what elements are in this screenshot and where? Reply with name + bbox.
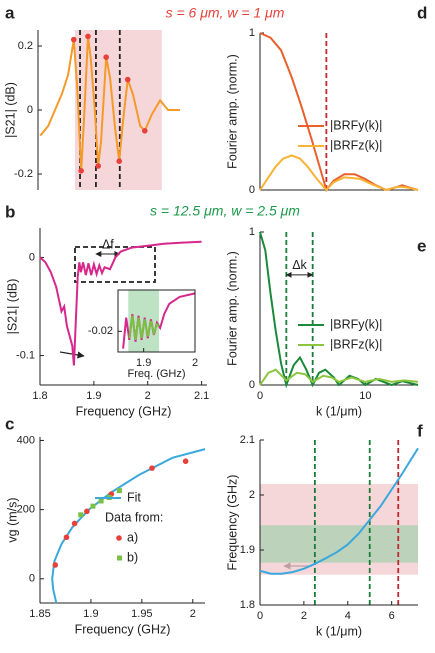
line	[259, 231, 419, 389]
y-tick-label: -0.2	[14, 168, 33, 180]
shade	[260, 525, 418, 563]
x-axis-label: Frequency (GHz)	[76, 404, 172, 418]
point	[70, 36, 77, 43]
y-tick-label: -0.02	[88, 325, 113, 337]
x-tick-label: 1.9	[86, 390, 101, 402]
panel-title: s = 12.5 μm, w = 2.5 μm	[150, 203, 300, 219]
y-axis-label: |S21| (dB)	[5, 279, 19, 335]
y-tick-label: 1.8	[240, 599, 255, 611]
y-tick-label: 0	[29, 251, 35, 263]
point	[149, 465, 155, 471]
point	[63, 534, 70, 541]
point	[90, 503, 96, 509]
line	[39, 240, 202, 366]
y-tick-label: 0	[27, 104, 33, 116]
y-tick-label: 0	[249, 379, 255, 391]
x-axis-label: k (1/μm)	[316, 404, 362, 418]
x-tick-label: 1.85	[29, 608, 50, 620]
x-tick-label: 2	[190, 608, 196, 620]
legend-label: a)	[127, 530, 138, 544]
point	[116, 488, 122, 494]
legend-swatch	[117, 555, 122, 561]
legend-label: Fit	[127, 490, 141, 504]
point	[141, 128, 148, 134]
y-tick-label: 1.9	[240, 544, 255, 556]
zoom-box	[74, 246, 156, 283]
point	[85, 33, 91, 40]
panel-label: c	[5, 414, 14, 433]
point	[182, 458, 189, 465]
annotation: Δk	[292, 258, 307, 272]
point	[103, 54, 109, 60]
x-tick-label: 2.1	[194, 390, 209, 402]
x-axis-label: Freq. (GHz)	[127, 368, 185, 380]
point	[78, 168, 84, 174]
x-tick-label: 2	[301, 610, 307, 622]
y-axis-label: Frequency (GHz)	[225, 475, 239, 571]
point	[52, 562, 59, 568]
panel-title: s = 6 μm, w = 1 μm	[166, 5, 285, 21]
y-axis-label: Fourier amp. (norm.)	[225, 54, 239, 169]
x-tick-label: 0	[257, 390, 263, 402]
panel-label: e	[417, 236, 426, 255]
panel-label: d	[417, 3, 427, 22]
y-tick-label: 200	[17, 504, 35, 516]
panel-label: a	[5, 3, 15, 22]
y-tick-label: 2	[249, 489, 255, 501]
legend-label: |BRFy(k)|	[330, 118, 382, 132]
y-tick-label: 0.2	[18, 40, 33, 52]
x-tick-label: 1.9	[83, 608, 98, 620]
legend-label: |BRFz(k)|	[330, 337, 382, 351]
y-tick-label: 2.1	[240, 434, 255, 446]
point	[124, 76, 131, 83]
y-tick-label: 1	[249, 27, 255, 39]
point	[95, 163, 102, 169]
y-axis-label: |S21| (dB)	[3, 82, 17, 138]
x-axis-label: Frequency (GHz)	[75, 622, 171, 636]
x-axis-label: k (1/μm)	[316, 624, 362, 638]
line	[259, 368, 419, 386]
x-tick-label: 2	[192, 357, 198, 369]
x-tick-label: 6	[389, 610, 395, 622]
y-tick-label: 400	[17, 434, 35, 446]
inset-frame	[117, 289, 196, 353]
legend-label: |BRFz(k)|	[330, 138, 382, 152]
y-axis-label: vg (m/s)	[5, 497, 19, 542]
x-tick-label: 2	[145, 390, 151, 402]
annotation: Δf	[102, 237, 114, 251]
x-tick-label: 0	[257, 610, 263, 622]
y-tick-label: 0	[249, 184, 255, 196]
x-tick-label: 10	[359, 390, 371, 402]
legend-label: |BRFy(k)|	[330, 317, 382, 331]
y-tick-label: 1	[249, 226, 255, 238]
x-tick-label: 4	[345, 610, 351, 622]
point	[78, 512, 84, 518]
legend-title: Data from:	[105, 510, 163, 524]
x-tick-label: 1.95	[131, 608, 152, 620]
point	[71, 520, 78, 527]
y-tick-label: 0	[29, 573, 35, 585]
y-axis-label: Fourier amp. (norm.)	[225, 251, 239, 366]
y-tick-label: -0.1	[16, 349, 35, 361]
legend-swatch	[116, 535, 122, 541]
line	[259, 447, 419, 575]
x-tick-label: 1.9	[136, 357, 151, 369]
point	[84, 508, 90, 515]
point	[116, 158, 123, 164]
point	[98, 498, 104, 504]
line	[128, 315, 160, 341]
line	[259, 154, 419, 192]
legend-label: b)	[127, 550, 138, 564]
panel-label: f	[417, 421, 423, 440]
line	[259, 32, 419, 193]
panel-label: b	[5, 202, 15, 221]
x-tick-label: 1.8	[32, 390, 47, 402]
